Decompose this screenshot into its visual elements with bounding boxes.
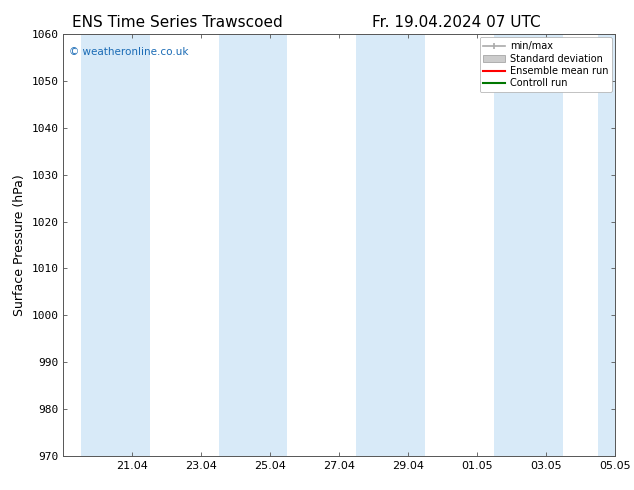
- Bar: [495, 34, 563, 456]
- Legend: min/max, Standard deviation, Ensemble mean run, Controll run: min/max, Standard deviation, Ensemble me…: [479, 37, 612, 92]
- Bar: [219, 34, 287, 456]
- Text: Fr. 19.04.2024 07 UTC: Fr. 19.04.2024 07 UTC: [372, 15, 541, 30]
- Bar: [598, 34, 615, 456]
- Bar: [356, 34, 425, 456]
- Y-axis label: Surface Pressure (hPa): Surface Pressure (hPa): [13, 174, 26, 316]
- Text: © weatheronline.co.uk: © weatheronline.co.uk: [69, 47, 188, 57]
- Bar: [81, 34, 150, 456]
- Text: ENS Time Series Trawscoed: ENS Time Series Trawscoed: [72, 15, 283, 30]
